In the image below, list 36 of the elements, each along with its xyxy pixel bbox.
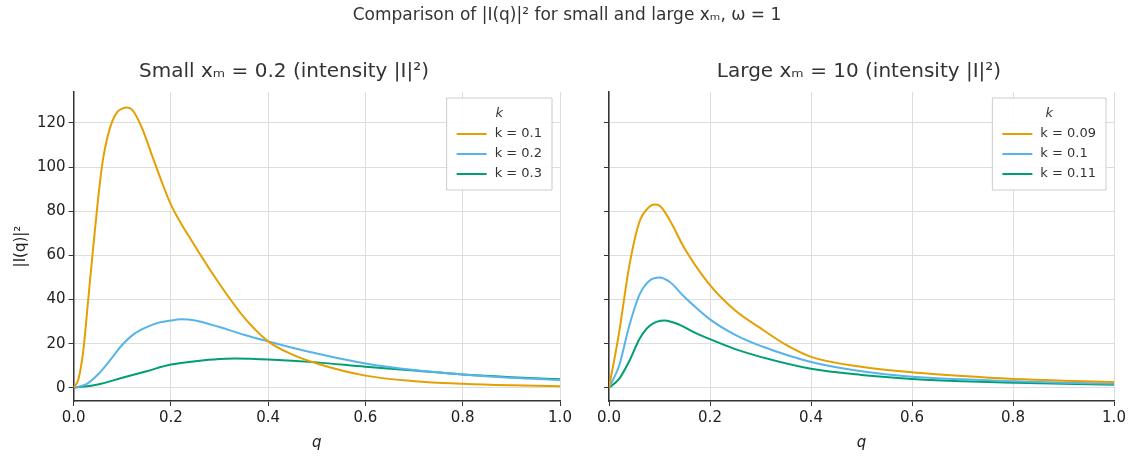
y-tick-label: 60 (46, 245, 66, 264)
chart-title: Large xₘ = 10 (intensity |I|²) (716, 58, 1002, 83)
x-tick-label: 0.0 (597, 407, 621, 426)
x-tick-label: 1.0 (1102, 407, 1126, 426)
legend-label: k = 0.11 (1040, 165, 1097, 181)
line-series (73, 357, 560, 389)
x-tick-label: 0.8 (1001, 407, 1025, 426)
legend-label: k = 0.1 (1040, 145, 1088, 161)
legend-label: k = 0.3 (494, 165, 543, 181)
line-series (73, 318, 560, 389)
x-tick-label: 0.2 (158, 407, 183, 426)
x-axis-title: q (856, 432, 867, 451)
legend-label: k = 0.1 (494, 125, 543, 141)
line-series (73, 106, 560, 389)
chart-title: Small xₘ = 0.2 (intensity |I|²) (139, 58, 429, 83)
text: Comparison of |I(q)|² for small and large xₘ, ω = 1 (351, 4, 783, 24)
x-axis-title: q (312, 432, 322, 451)
y-tick-label: 40 (46, 289, 66, 308)
y-tick-label: 20 (46, 333, 66, 352)
x-tick-label: 0.0 (61, 407, 86, 426)
x-tick-label: 0.6 (900, 407, 924, 426)
legend-label: k = 0.09 (1040, 125, 1097, 141)
x-tick-label: 1.0 (548, 407, 572, 426)
x-tick-label: 0.2 (698, 407, 722, 426)
y-tick-label: 120 (36, 112, 66, 131)
x-tick-label: 0.4 (256, 407, 281, 426)
y-tick-label: 100 (36, 156, 66, 175)
legend-title: k (495, 105, 504, 121)
y-axis-title: |I(q)|² (10, 225, 29, 268)
x-tick-label: 0.8 (450, 407, 475, 426)
x-tick-label: 0.4 (799, 407, 823, 426)
legend-label: k = 0.2 (494, 145, 543, 161)
y-tick-label: 0 (56, 377, 66, 396)
y-tick-label: 80 (46, 201, 66, 220)
legend-title: k (1045, 105, 1054, 121)
x-tick-label: 0.6 (353, 407, 378, 426)
